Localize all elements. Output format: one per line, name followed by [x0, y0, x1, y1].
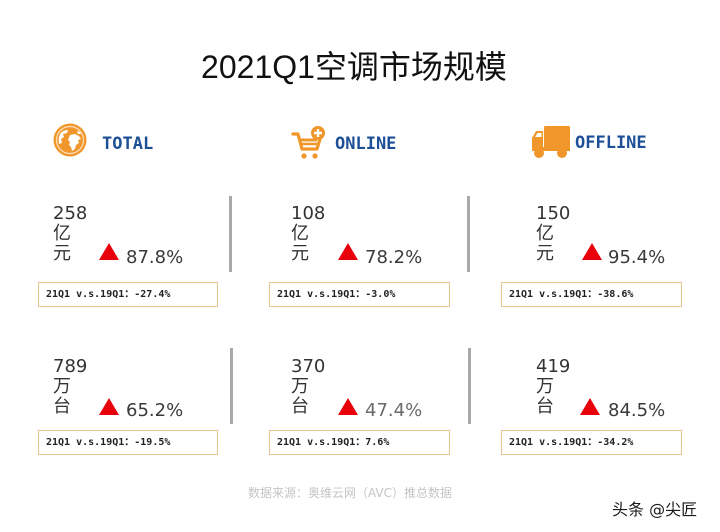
online-sales-value: 108亿元: [291, 203, 326, 264]
category-header-offline: OFFLINE: [531, 124, 661, 164]
online-volume-comparison: 21Q1 v.s.19Q1：7.6%: [269, 430, 450, 455]
online-volume-growth: 47.4%: [365, 400, 423, 421]
offline-volume-comparison: 21Q1 v.s.19Q1：-34.2%: [501, 430, 682, 455]
up-arrow-icon: [582, 243, 602, 260]
offline-sales-comparison: 21Q1 v.s.19Q1：-38.6%: [501, 282, 682, 307]
category-header-total: TOTAL: [52, 122, 172, 162]
column-divider: [230, 348, 233, 424]
up-arrow-icon: [338, 398, 358, 415]
up-arrow-icon: [580, 398, 600, 415]
total-sales-growth: 87.8%: [126, 247, 184, 268]
offline-volume-value: 419万台: [536, 356, 571, 417]
data-source-note: 数据来源：奥维云网（AVC）推总数据: [247, 486, 453, 500]
page-title: 2021Q1空调市场规模: [201, 49, 507, 85]
category-label-online: ONLINE: [335, 134, 397, 154]
offline-volume-growth: 84.5%: [608, 400, 666, 421]
total-sales-comparison: 21Q1 v.s.19Q1：-27.4%: [38, 282, 218, 307]
total-volume-growth: 65.2%: [126, 400, 184, 421]
category-label-offline: OFFLINE: [575, 133, 647, 153]
up-arrow-icon: [99, 398, 119, 415]
total-volume-value: 789万台: [53, 356, 88, 417]
column-divider: [468, 348, 471, 424]
total-volume-comparison: 21Q1 v.s.19Q1：-19.5%: [38, 430, 218, 455]
online-volume-value: 370万台: [291, 356, 326, 417]
shopping-cart-add-icon: [291, 126, 325, 159]
online-sales-comparison: 21Q1 v.s.19Q1：-3.0%: [269, 282, 450, 307]
globe-icon: [53, 123, 87, 157]
total-sales-value: 258亿元: [53, 203, 88, 264]
up-arrow-icon: [99, 243, 119, 260]
category-header-online: ONLINE: [291, 125, 411, 165]
category-label-total: TOTAL: [102, 134, 154, 154]
column-divider: [229, 196, 232, 272]
offline-sales-growth: 95.4%: [608, 247, 666, 268]
delivery-truck-icon: [532, 126, 570, 158]
column-divider: [467, 196, 470, 272]
watermark: 头条 @尖匠: [612, 500, 698, 519]
up-arrow-icon: [338, 243, 358, 260]
offline-sales-value: 150亿元: [536, 203, 571, 264]
online-sales-growth: 78.2%: [365, 247, 423, 268]
